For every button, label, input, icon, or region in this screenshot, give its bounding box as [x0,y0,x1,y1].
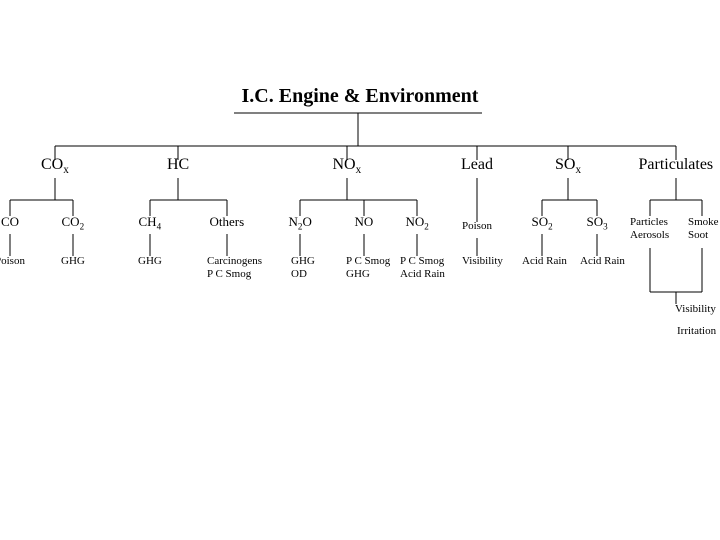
label-vis1: Visibility [462,255,503,267]
label-n2o: N2O [289,214,312,232]
label-ghg4: GHG [346,268,370,280]
label-cox: COx [41,156,69,176]
diagram-canvas: I.C. Engine & Environment COx HC NOx Lead SOx… [0,0,720,540]
label-ch4: CH4 [139,214,162,232]
label-pcs1: P C Smog [207,268,251,280]
label-poison1: Poison [462,220,492,232]
label-pcs2: P C Smog [346,255,390,267]
label-pa: Particles [630,216,668,228]
label-sox: SOx [555,156,581,176]
diagram-title: I.C. Engine & Environment [242,85,479,108]
label-no2: NO2 [406,214,429,232]
label-pa2: Aerosols [630,229,669,241]
label-poison2: Poison [0,255,25,267]
label-nox: NOx [333,156,362,176]
label-co2: CO2 [62,214,85,232]
label-pcs3: P C Smog [400,255,444,267]
label-co: CO [1,214,19,230]
label-others: Others [210,214,245,230]
label-so2: SO2 [532,214,553,232]
label-part: Particulates [639,156,714,174]
label-acid2: Acid Rain [522,255,567,267]
label-irr: Irritation [677,325,716,337]
label-acid3: Acid Rain [580,255,625,267]
label-so3: SO3 [587,214,608,232]
label-carc: Carcinogens [207,255,262,267]
label-lead: Lead [461,156,493,174]
label-smoke: Smoke [688,216,719,228]
label-ghg3: GHG [291,255,315,267]
label-ghg1: GHG [61,255,85,267]
label-vis2: Visibility [675,303,716,315]
label-ghg2: GHG [138,255,162,267]
label-acid1: Acid Rain [400,268,445,280]
label-hc: HC [167,156,189,174]
label-od: OD [291,268,307,280]
label-no: NO [355,214,374,230]
label-soot: Soot [688,229,708,241]
